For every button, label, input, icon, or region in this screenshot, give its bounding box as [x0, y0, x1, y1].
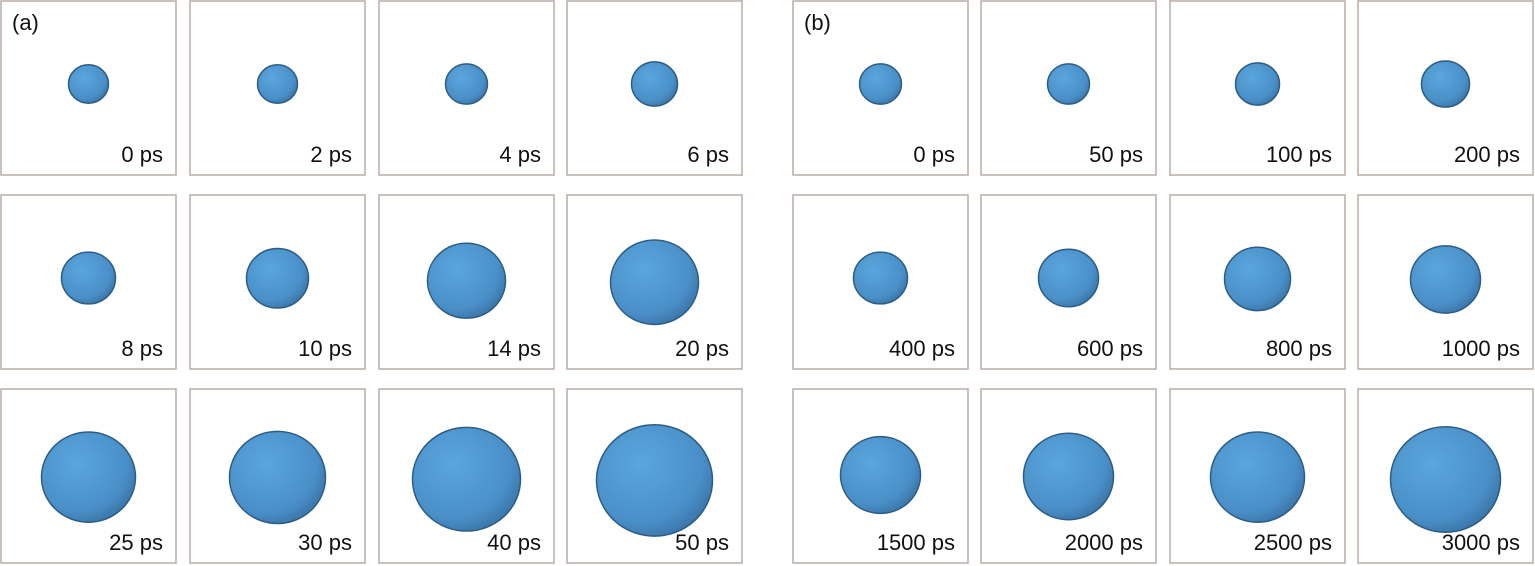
time-label: 20 ps — [675, 336, 729, 361]
panel-label: (b) — [804, 10, 831, 35]
time-label: 2000 ps — [1065, 530, 1143, 555]
time-label: 100 ps — [1266, 142, 1332, 167]
droplet — [256, 64, 299, 104]
droplet — [1420, 60, 1471, 108]
time-label: 2500 ps — [1254, 530, 1332, 555]
time-label: 50 ps — [1089, 142, 1143, 167]
droplet — [444, 63, 489, 105]
droplet — [1209, 431, 1306, 523]
time-label: 1500 ps — [877, 530, 955, 555]
time-label: 6 ps — [687, 142, 729, 167]
droplet — [630, 61, 679, 107]
time-label: 40 ps — [487, 530, 541, 555]
time-label: 25 ps — [109, 530, 163, 555]
time-label: 200 ps — [1454, 142, 1520, 167]
time-label: 0 ps — [913, 142, 955, 167]
frame — [980, 388, 1157, 564]
time-label: 3000 ps — [1442, 530, 1520, 555]
droplet — [1046, 63, 1091, 105]
time-label: 600 ps — [1077, 336, 1143, 361]
droplet — [1037, 248, 1100, 308]
droplet — [228, 430, 327, 525]
droplet — [411, 426, 522, 532]
droplet — [426, 242, 507, 319]
droplet — [67, 64, 110, 104]
time-label: 0 ps — [121, 142, 163, 167]
droplet — [1389, 425, 1502, 534]
droplet — [595, 423, 714, 537]
droplet — [858, 63, 903, 105]
droplet — [1223, 246, 1292, 312]
droplet — [839, 435, 922, 515]
droplet — [1022, 432, 1115, 521]
time-label: 2 ps — [310, 142, 352, 167]
time-label: 30 ps — [298, 530, 352, 555]
time-label: 800 ps — [1266, 336, 1332, 361]
droplet — [1234, 62, 1281, 106]
time-label: 10 ps — [298, 336, 352, 361]
droplet — [60, 251, 117, 305]
time-label: 400 ps — [889, 336, 955, 361]
panel-label: (a) — [12, 10, 39, 35]
droplet — [245, 247, 310, 309]
time-label: 8 ps — [121, 336, 163, 361]
time-label: 1000 ps — [1442, 336, 1520, 361]
droplet — [609, 239, 700, 326]
time-label: 14 ps — [487, 336, 541, 361]
droplet — [1409, 245, 1482, 314]
time-label: 4 ps — [499, 142, 541, 167]
time-label: 50 ps — [675, 530, 729, 555]
droplet — [40, 431, 137, 523]
droplet — [852, 251, 909, 305]
frame — [980, 0, 1157, 176]
